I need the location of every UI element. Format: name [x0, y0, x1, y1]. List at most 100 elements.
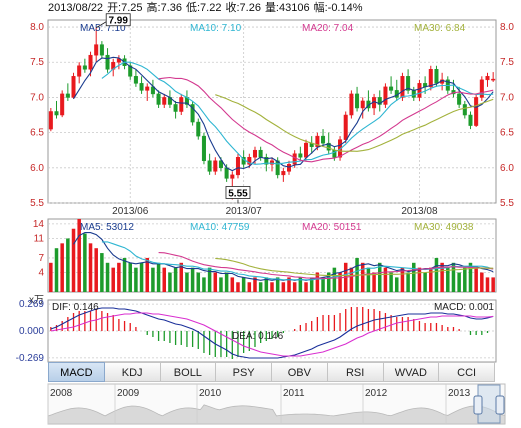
- tab-rsi[interactable]: RSI: [327, 362, 384, 382]
- volume-bar: [151, 267, 155, 292]
- volume-bar: [134, 267, 138, 292]
- volume-bar: [258, 282, 263, 292]
- candle-body: [338, 139, 343, 158]
- volume-bar: [349, 267, 354, 292]
- volume-bar: [377, 262, 382, 292]
- volume-bar: [468, 262, 473, 292]
- volume-bar: [395, 277, 399, 292]
- tab-macd[interactable]: MACD: [48, 362, 105, 382]
- tab-psy[interactable]: PSY: [216, 362, 272, 382]
- max-marker-line: [95, 21, 107, 29]
- volume-bar: [83, 233, 87, 292]
- candle-body: [479, 79, 484, 98]
- date-axis-label: 2013/08: [401, 206, 438, 217]
- volume-bar: [207, 267, 212, 292]
- candle-body: [54, 111, 59, 116]
- navigator-handle-right[interactable]: [495, 395, 505, 415]
- price-axis-label-right: 5.5: [500, 198, 514, 209]
- candle-body: [128, 65, 133, 77]
- volume-bar: [168, 272, 172, 292]
- candle-body: [145, 86, 150, 91]
- candle-body: [428, 69, 433, 88]
- candle-body: [60, 93, 65, 116]
- volume-bar: [315, 272, 320, 292]
- volume-bar: [326, 272, 331, 292]
- vol-ma10-line: [101, 241, 494, 281]
- candle-body: [315, 135, 320, 147]
- min-price-label: 5.55: [228, 188, 248, 199]
- tab-boll[interactable]: BOLL: [160, 362, 217, 382]
- navigator-handle-left[interactable]: [473, 395, 483, 415]
- candle-body: [105, 54, 110, 70]
- volume-bar: [446, 267, 450, 292]
- volume-bar: [100, 253, 104, 292]
- candle-body: [298, 153, 303, 158]
- candle-body: [462, 104, 467, 116]
- volume-bar: [60, 243, 64, 292]
- dea-line: [50, 312, 494, 357]
- candle-body: [287, 164, 292, 172]
- volume-ma-label: MA20: 50151: [302, 222, 362, 233]
- candle-body: [156, 93, 161, 105]
- volume-bar: [66, 238, 70, 292]
- candle-body: [491, 78, 496, 81]
- candle-body: [269, 160, 275, 165]
- candle-body: [162, 97, 167, 105]
- candle-body: [264, 157, 269, 165]
- volume-bar: [230, 277, 235, 292]
- volume-bar: [338, 272, 342, 292]
- indicator-tabs: MACD KDJ BOLL PSY OBV RSI WVAD CCI: [48, 362, 495, 382]
- volume-bar: [111, 267, 115, 292]
- candle-body: [133, 76, 138, 84]
- volume-bar: [185, 272, 189, 292]
- volume-bar: [253, 277, 257, 292]
- volume-bar: [309, 277, 314, 292]
- candle-body: [218, 160, 223, 169]
- candle-body: [235, 157, 240, 176]
- volume-bar: [71, 228, 76, 292]
- tab-obv[interactable]: OBV: [272, 362, 328, 382]
- tab-cci[interactable]: CCI: [439, 362, 495, 382]
- volume-bar: [457, 272, 461, 292]
- max-price-label: 7.99: [108, 16, 128, 27]
- candle-body: [71, 76, 76, 98]
- volume-bar: [54, 248, 59, 292]
- candle-body: [258, 149, 263, 158]
- navigator-area: [47, 404, 506, 425]
- volume-bar: [105, 262, 110, 292]
- candle-body: [139, 83, 144, 91]
- price-axis-label-right: 6.5: [500, 128, 514, 139]
- candle-body: [485, 76, 490, 81]
- navigator-year-label: 2011: [283, 388, 305, 399]
- volume-bar: [94, 248, 98, 292]
- vol-ma20-line: [158, 252, 494, 279]
- volume-bar: [196, 272, 201, 292]
- price-axis-label-left: 7.5: [30, 57, 44, 68]
- volume-bar: [423, 272, 427, 292]
- candle-body: [201, 135, 206, 162]
- volume-bar: [88, 243, 93, 292]
- candle-body: [349, 93, 354, 116]
- candle-body: [406, 76, 411, 91]
- max-marker-box: [105, 13, 131, 27]
- navigator-year-label: 2010: [199, 388, 222, 399]
- volume-bar: [162, 267, 167, 292]
- tab-wvad[interactable]: WVAD: [383, 362, 440, 382]
- volume-bar: [117, 262, 121, 292]
- volume-bar: [400, 267, 405, 292]
- volume-bar: [440, 262, 444, 292]
- volume-bar: [372, 272, 376, 292]
- macd-axis-label: -0.269: [16, 353, 45, 364]
- price-axis-label-right: 8.0: [500, 22, 514, 33]
- volume-bar: [491, 277, 495, 292]
- volume-bar: [122, 257, 127, 292]
- dif-label: DIF: 0.146: [52, 302, 99, 313]
- candle-body: [389, 86, 394, 91]
- volume-bar: [321, 277, 325, 292]
- tab-kdj[interactable]: KDJ: [104, 362, 161, 382]
- date-axis-label: 2013/06: [112, 206, 149, 217]
- navigator-year-label: 2012: [365, 388, 388, 399]
- quote-close: 收:7.26: [225, 2, 261, 14]
- volume-bar: [480, 272, 484, 292]
